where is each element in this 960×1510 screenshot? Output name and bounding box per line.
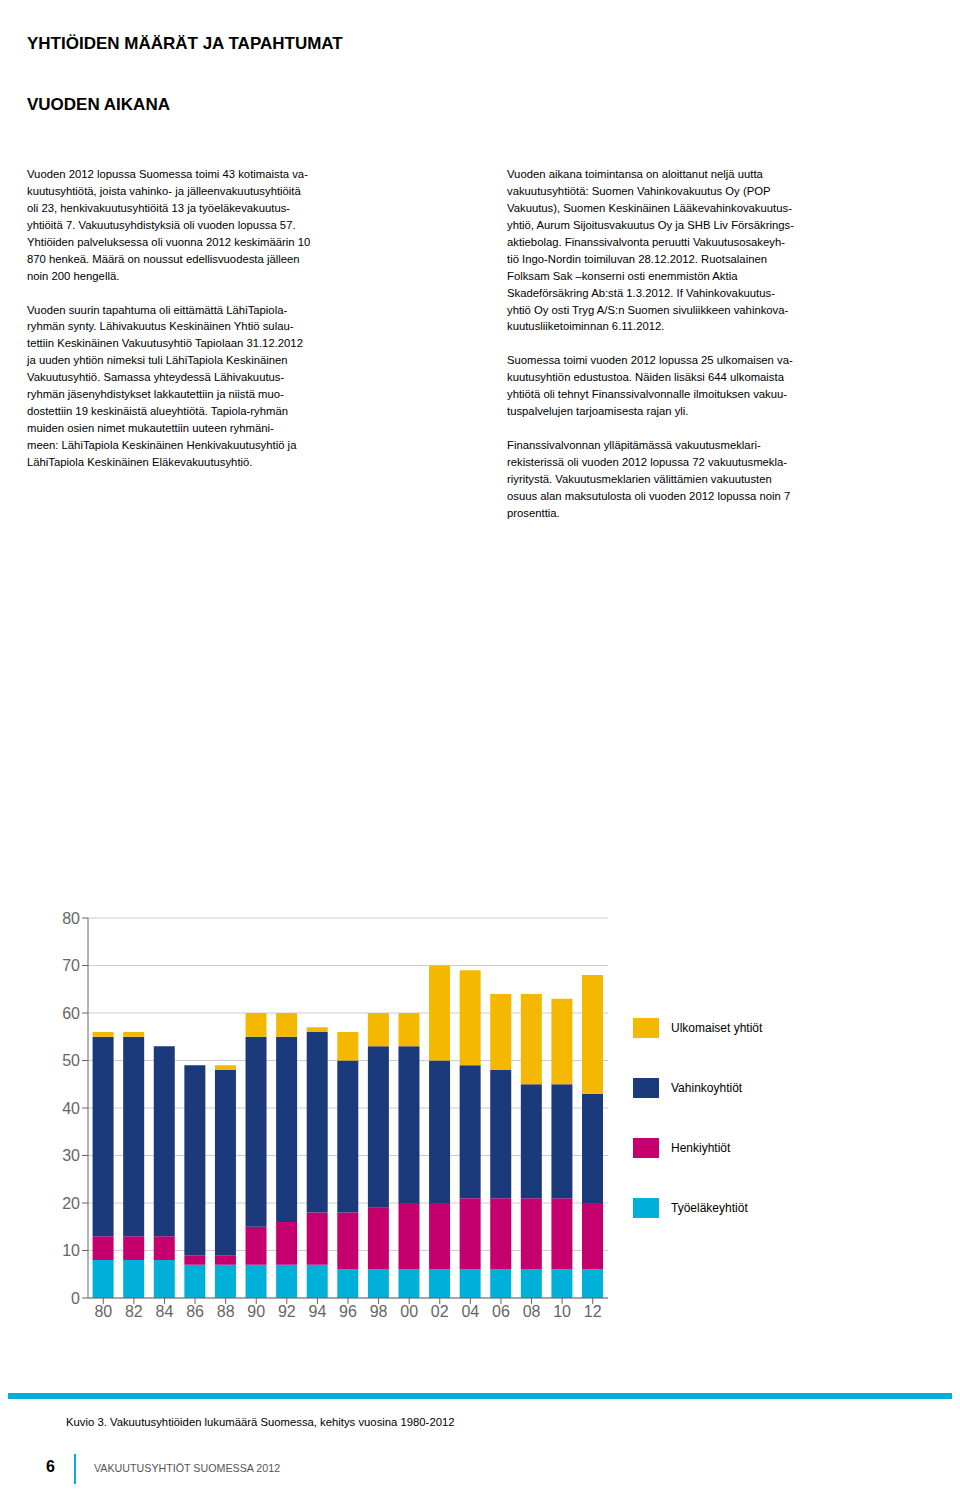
svg-text:80: 80 xyxy=(94,1303,112,1320)
svg-text:92: 92 xyxy=(278,1303,296,1320)
svg-text:06: 06 xyxy=(492,1303,510,1320)
html-text:Henkiyhtiöt: Henkiyhtiöt xyxy=(671,1141,731,1155)
svg-text:10: 10 xyxy=(62,1242,80,1259)
svg-text:98: 98 xyxy=(370,1303,388,1320)
svg-text:12: 12 xyxy=(584,1303,602,1320)
html-text:6: 6 xyxy=(46,1458,55,1475)
svg-text:60: 60 xyxy=(62,1005,80,1022)
svg-text:84: 84 xyxy=(156,1303,174,1320)
svg-text:00: 00 xyxy=(400,1303,418,1320)
svg-text:04: 04 xyxy=(461,1303,479,1320)
html-text:Vahinkoyhtiöt: Vahinkoyhtiöt xyxy=(671,1081,743,1095)
svg-text:02: 02 xyxy=(431,1303,449,1320)
html-text:Vuoden aikana toimintansa on a: Vuoden aikana toimintansa on aloittanut … xyxy=(507,168,794,519)
svg-text:80: 80 xyxy=(62,910,80,927)
svg-text:10: 10 xyxy=(553,1303,571,1320)
svg-text:50: 50 xyxy=(62,1052,80,1069)
svg-text:0: 0 xyxy=(71,1290,80,1307)
svg-text:20: 20 xyxy=(62,1195,80,1212)
svg-text:90: 90 xyxy=(247,1303,265,1320)
svg-text:96: 96 xyxy=(339,1303,357,1320)
svg-text:40: 40 xyxy=(62,1100,80,1117)
html-text:YHTIÖIDEN MÄÄRÄT JA TAPAHTUMAT: YHTIÖIDEN MÄÄRÄT JA TAPAHTUMAT xyxy=(27,34,343,53)
svg-text:94: 94 xyxy=(309,1303,327,1320)
svg-text:82: 82 xyxy=(125,1303,143,1320)
svg-text:70: 70 xyxy=(62,957,80,974)
svg-text:86: 86 xyxy=(186,1303,204,1320)
html-text:VUODEN AIKANA: VUODEN AIKANA xyxy=(27,95,170,114)
html-text:Ulkomaiset yhtiöt: Ulkomaiset yhtiöt xyxy=(671,1021,763,1035)
svg-text:88: 88 xyxy=(217,1303,235,1320)
svg-text:30: 30 xyxy=(62,1147,80,1164)
svg-text:08: 08 xyxy=(523,1303,541,1320)
html-text:Vuoden 2012 lopussa Suomessa t: Vuoden 2012 lopussa Suomessa toimi 43 ko… xyxy=(27,168,311,468)
html-text:VAKUUTUSYHTIÖT SUOMESSA 2012: VAKUUTUSYHTIÖT SUOMESSA 2012 xyxy=(94,1462,281,1474)
html-text:Kuvio 3. Vakuutusyhtiöiden luk: Kuvio 3. Vakuutusyhtiöiden lukumäärä Suo… xyxy=(66,1416,455,1428)
html-text:Työeläkeyhtiöt: Työeläkeyhtiöt xyxy=(671,1201,748,1215)
